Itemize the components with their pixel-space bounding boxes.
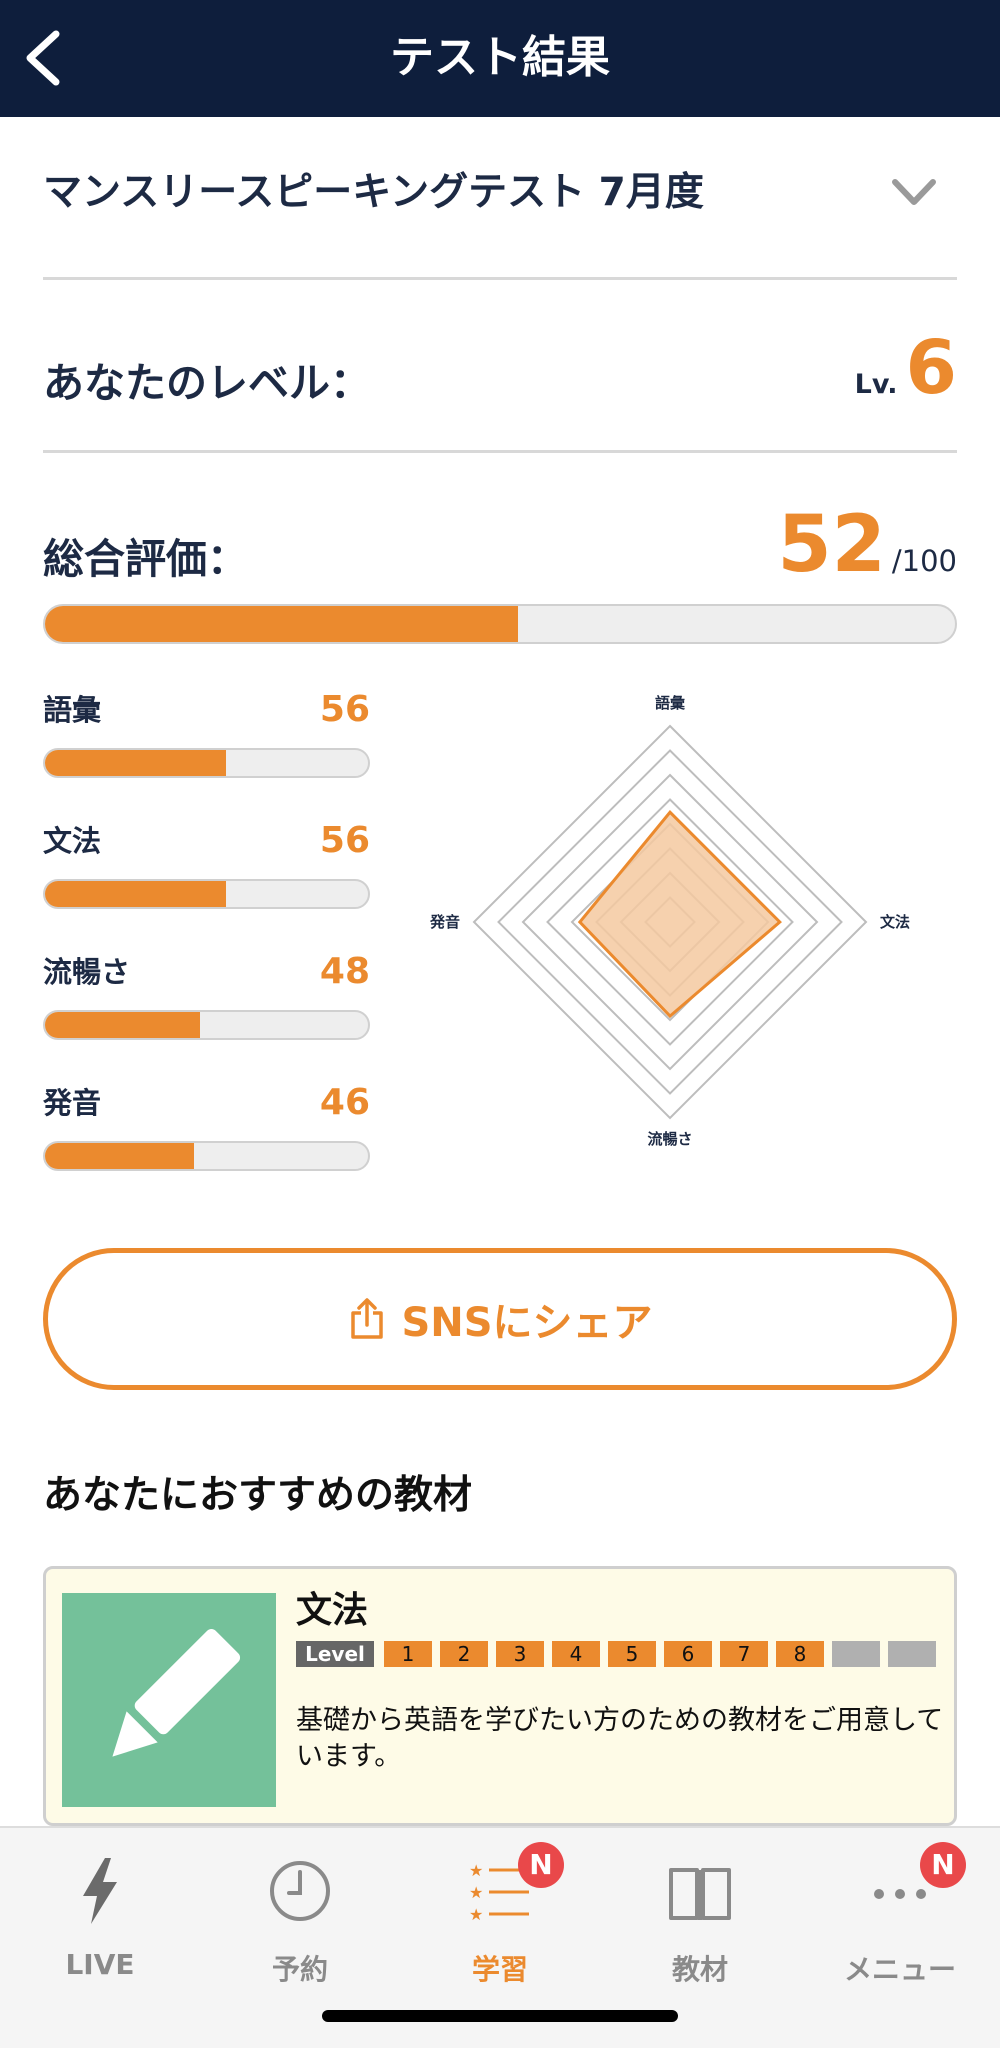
level-row: あなたのレベル： Lv. 6 [43,280,957,453]
page-title: テスト結果 [390,32,610,83]
more-icon [874,1889,926,1899]
level-box: 4 [552,1641,600,1667]
bottom-tab-bar: LIVE 予約 ★ ★ ★ 学習 N 教材 メニュー [0,1826,1000,2048]
level-prefix: Lv. [854,369,898,400]
radar-grid-ring [497,749,843,1095]
overall-progress-fill [45,606,519,642]
share-label: SNSにシェア [401,1300,653,1346]
notification-badge: N [920,1842,966,1888]
svg-text:★: ★ [469,1861,483,1880]
tab-menu[interactable]: メニュー N [800,1842,1000,1986]
radar-axis-label: 流暢さ [647,1130,692,1148]
radar-axis-label: 文法 [880,913,910,931]
material-description: 基礎から英語を学びたい方のための教材をご用意しています。 [296,1705,944,1772]
tab-label: LIVE [65,1948,135,1981]
skill-progress-bar [43,748,370,778]
star-list-icon: ★ ★ ★ [469,1861,529,1924]
overall-label: 総合評価： [43,535,248,583]
skill-pronunciation: 発音 46 [43,1082,370,1214]
level-box: 6 [664,1641,712,1667]
tab-label: 予約 [271,1953,328,1986]
tab-reservation[interactable]: 予約 [200,1842,400,1986]
tab-live[interactable]: LIVE [0,1842,200,1982]
test-name: マンスリースピーキングテスト 7月度 [43,170,704,215]
level-value: Lv. 6 [855,328,957,408]
level-number: 6 [905,325,958,411]
skill-grammar: 文法 56 [43,820,370,952]
skill-value: 46 [319,1082,370,1123]
book-icon [669,1868,731,1920]
test-selector[interactable]: マンスリースピーキングテスト 7月度 [43,160,957,280]
radar-grid-ring [546,798,794,1046]
overall-score-value: 52 [777,500,886,590]
pencil-icon [112,1628,241,1757]
level-box: 8 [776,1641,824,1667]
app-header: テスト結果 [0,0,1000,117]
radar-axis-label: 発音 [429,913,460,931]
notification-badge: N [518,1842,564,1888]
overall-score: 52 /100 [777,500,957,590]
level-box [832,1641,880,1667]
overall-score-max: /100 [891,544,957,578]
skill-value: 48 [319,951,370,992]
radar-axis-label: 語彙 [655,694,686,712]
skill-name: 文法 [43,824,102,858]
tab-label: メニュー [843,1953,956,1986]
share-button[interactable]: SNSにシェア [43,1248,957,1390]
level-box [888,1641,936,1667]
svg-text:★: ★ [469,1883,483,1902]
skill-name: 語彙 [43,693,102,727]
svg-text:★: ★ [469,1905,483,1924]
tab-label: 教材 [671,1953,728,1986]
level-box: 5 [608,1641,656,1667]
chevron-left-icon[interactable] [18,28,68,88]
material-title: 文法 [296,1590,369,1631]
skill-progress-fill [45,881,226,907]
overall-progress-bar [43,604,957,644]
skill-progress-fill [45,1012,201,1038]
skill-progress-fill [45,750,226,776]
radar-grid-ring [472,724,868,1120]
skill-vocabulary: 語彙 56 [43,689,370,821]
skill-list: 語彙 56 文法 56 流暢さ 48 発音 46 [43,689,370,1214]
tab-label: 学習 [471,1953,528,1986]
level-box: 7 [720,1641,768,1667]
skill-name: 流暢さ [43,955,131,989]
recommend-title: あなたにおすすめの教材 [43,1473,473,1518]
skill-progress-fill [45,1143,194,1169]
tab-materials[interactable]: 教材 [600,1842,800,1986]
skill-progress-bar [43,879,370,909]
overall-score-section: 総合評価： 52 /100 [43,500,957,650]
level-box: 2 [440,1641,488,1667]
level-box: 1 [384,1641,432,1667]
level-box: 3 [496,1641,544,1667]
skill-value: 56 [319,820,370,861]
material-thumbnail [62,1593,276,1807]
skill-progress-bar [43,1141,370,1171]
home-indicator [322,2010,678,2022]
chevron-down-icon[interactable] [891,172,937,212]
skill-progress-bar [43,1010,370,1040]
skill-value: 56 [319,689,370,730]
level-label: あなたのレベル： [43,359,371,407]
clock-icon [270,1861,330,1921]
level-tag: Level [296,1641,374,1667]
lightning-icon [83,1858,117,1924]
tab-study[interactable]: ★ ★ ★ 学習 N [400,1842,600,1986]
radar-grid-ring [521,773,819,1071]
skill-fluency: 流暢さ 48 [43,951,370,1083]
share-icon [351,1298,384,1339]
skill-name: 発音 [43,1086,102,1120]
radar-data-area [577,810,782,1019]
